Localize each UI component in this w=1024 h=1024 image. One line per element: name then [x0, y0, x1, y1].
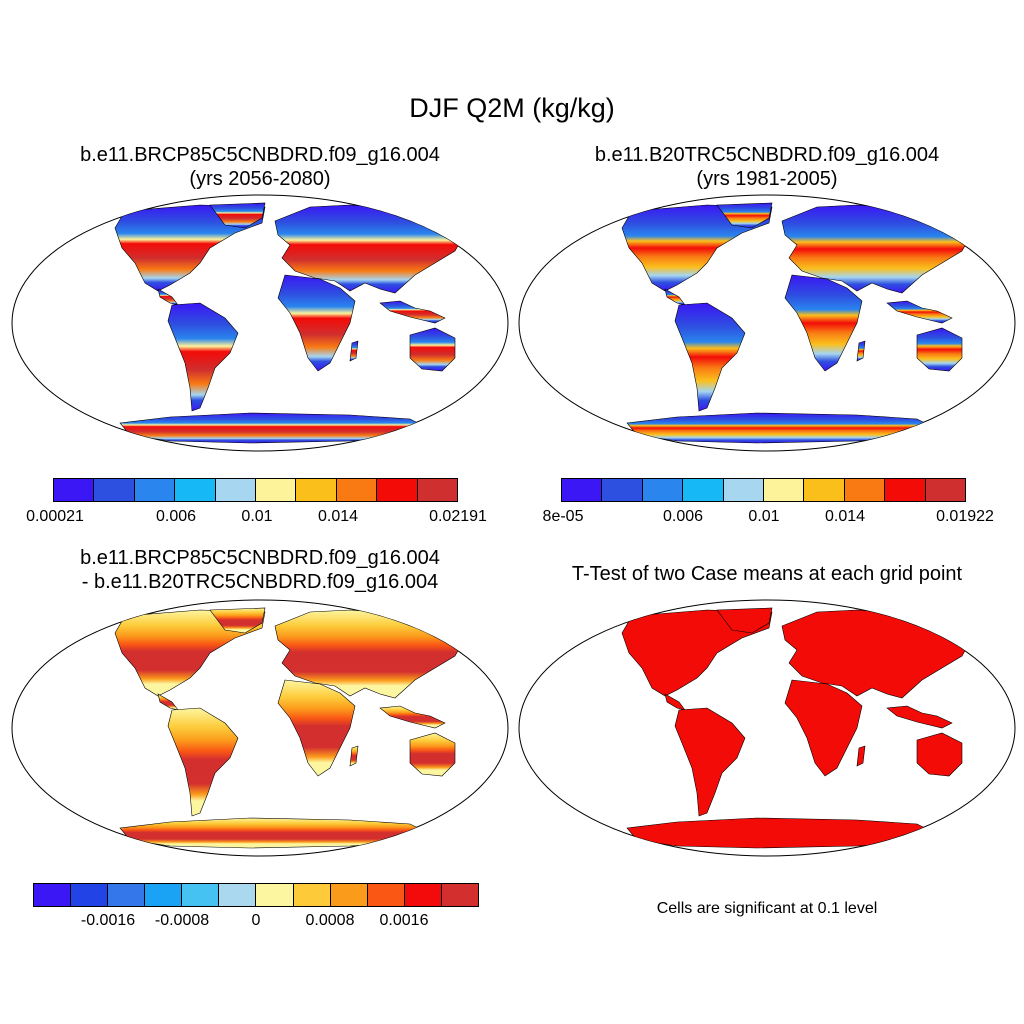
colorbar-swatch — [94, 479, 135, 501]
panel-2-tick: 0.006 — [662, 508, 704, 525]
panel-3-title: b.e11.BRCP85C5CNBDRD.f09_g16.004 - b.e11… — [5, 546, 515, 594]
panel-2-tick: 8e-05 — [542, 508, 584, 525]
colorbar-swatch — [293, 884, 331, 906]
colorbar-swatch — [34, 884, 72, 906]
colorbar-swatch — [441, 884, 478, 906]
panel-1-tick: 0.006 — [155, 508, 197, 525]
colorbar-swatch — [804, 479, 845, 501]
panel-2-title-line1: b.e11.B20TRC5CNBDRD.f09_g16.004 — [594, 144, 940, 166]
colorbar-swatch — [723, 479, 765, 501]
colorbar-swatch — [296, 479, 337, 501]
colorbar-swatch — [108, 884, 146, 906]
panel-1-map — [11, 194, 509, 452]
panel-2-title: b.e11.B20TRC5CNBDRD.f09_g16.004 (yrs 198… — [517, 143, 1017, 191]
colorbar-swatch — [54, 479, 95, 501]
colorbar-swatch — [182, 884, 220, 906]
panel-2-tick: 0.01922 — [936, 508, 994, 525]
colorbar-swatch — [562, 479, 603, 501]
panel-1-title-line2: (yrs 2056-2080) — [189, 168, 331, 190]
colorbar-swatch — [215, 479, 257, 501]
panel-1-title: b.e11.BRCP85C5CNBDRD.f09_g16.004 (yrs 20… — [10, 143, 510, 191]
colorbar-swatch — [417, 479, 458, 501]
panel-1-colorbar — [53, 478, 458, 502]
panel-2-tick: 0.014 — [824, 508, 866, 525]
colorbar-swatch — [404, 884, 442, 906]
colorbar-swatch — [642, 479, 684, 501]
panel-1-tick: 0.02191 — [429, 508, 487, 525]
panel-2-tick: 0.01 — [748, 508, 780, 525]
panel-3-tick: 0.0016 — [379, 912, 429, 929]
panel-3-colorbar — [33, 883, 479, 907]
panel-3-title-line2: - b.e11.B20TRC5CNBDRD.f09_g16.004 — [81, 571, 439, 593]
colorbar-swatch — [175, 479, 216, 501]
colorbar-swatch — [330, 884, 368, 906]
panel-2-map — [518, 194, 1016, 452]
colorbar-swatch — [925, 479, 966, 501]
significance-note: Cells are significant at 0.1 level — [656, 900, 878, 917]
colorbar-swatch — [885, 479, 926, 501]
panel-3-tick: -0.0008 — [154, 912, 210, 929]
figure-title: DJF Q2M (kg/kg) — [409, 93, 615, 123]
colorbar-swatch — [256, 479, 297, 501]
colorbar-swatch — [256, 884, 294, 906]
colorbar-swatch — [145, 884, 183, 906]
colorbar-swatch — [336, 479, 378, 501]
colorbar-swatch — [683, 479, 724, 501]
panel-3-tick: 0.0008 — [305, 912, 355, 929]
panel-4-title: T-Test of two Case means at each grid po… — [517, 562, 1017, 586]
colorbar-swatch — [377, 479, 418, 501]
panel-1-tick: 0.014 — [317, 508, 359, 525]
panel-2-colorbar — [561, 478, 966, 502]
panel-1-tick: 0.01 — [241, 508, 273, 525]
colorbar-swatch — [71, 884, 109, 906]
panel-3-tick: -0.0016 — [80, 912, 136, 929]
colorbar-swatch — [367, 884, 405, 906]
colorbar-swatch — [134, 479, 176, 501]
panel-2-title-line2: (yrs 1981-2005) — [696, 168, 838, 190]
colorbar-swatch — [602, 479, 643, 501]
panel-1-title-line1: b.e11.BRCP85C5CNBDRD.f09_g16.004 — [80, 144, 440, 166]
panel-4-map — [518, 599, 1016, 857]
colorbar-swatch — [844, 479, 886, 501]
colorbar-swatch — [764, 479, 805, 501]
panel-4-title-line1: T-Test of two Case means at each grid po… — [571, 563, 963, 585]
panel-3-tick: 0 — [251, 912, 261, 929]
panel-3-map — [11, 599, 509, 857]
colorbar-swatch — [219, 884, 257, 906]
panel-1-tick: 0.00021 — [26, 508, 84, 525]
panel-3-title-line1: b.e11.BRCP85C5CNBDRD.f09_g16.004 — [80, 547, 440, 569]
